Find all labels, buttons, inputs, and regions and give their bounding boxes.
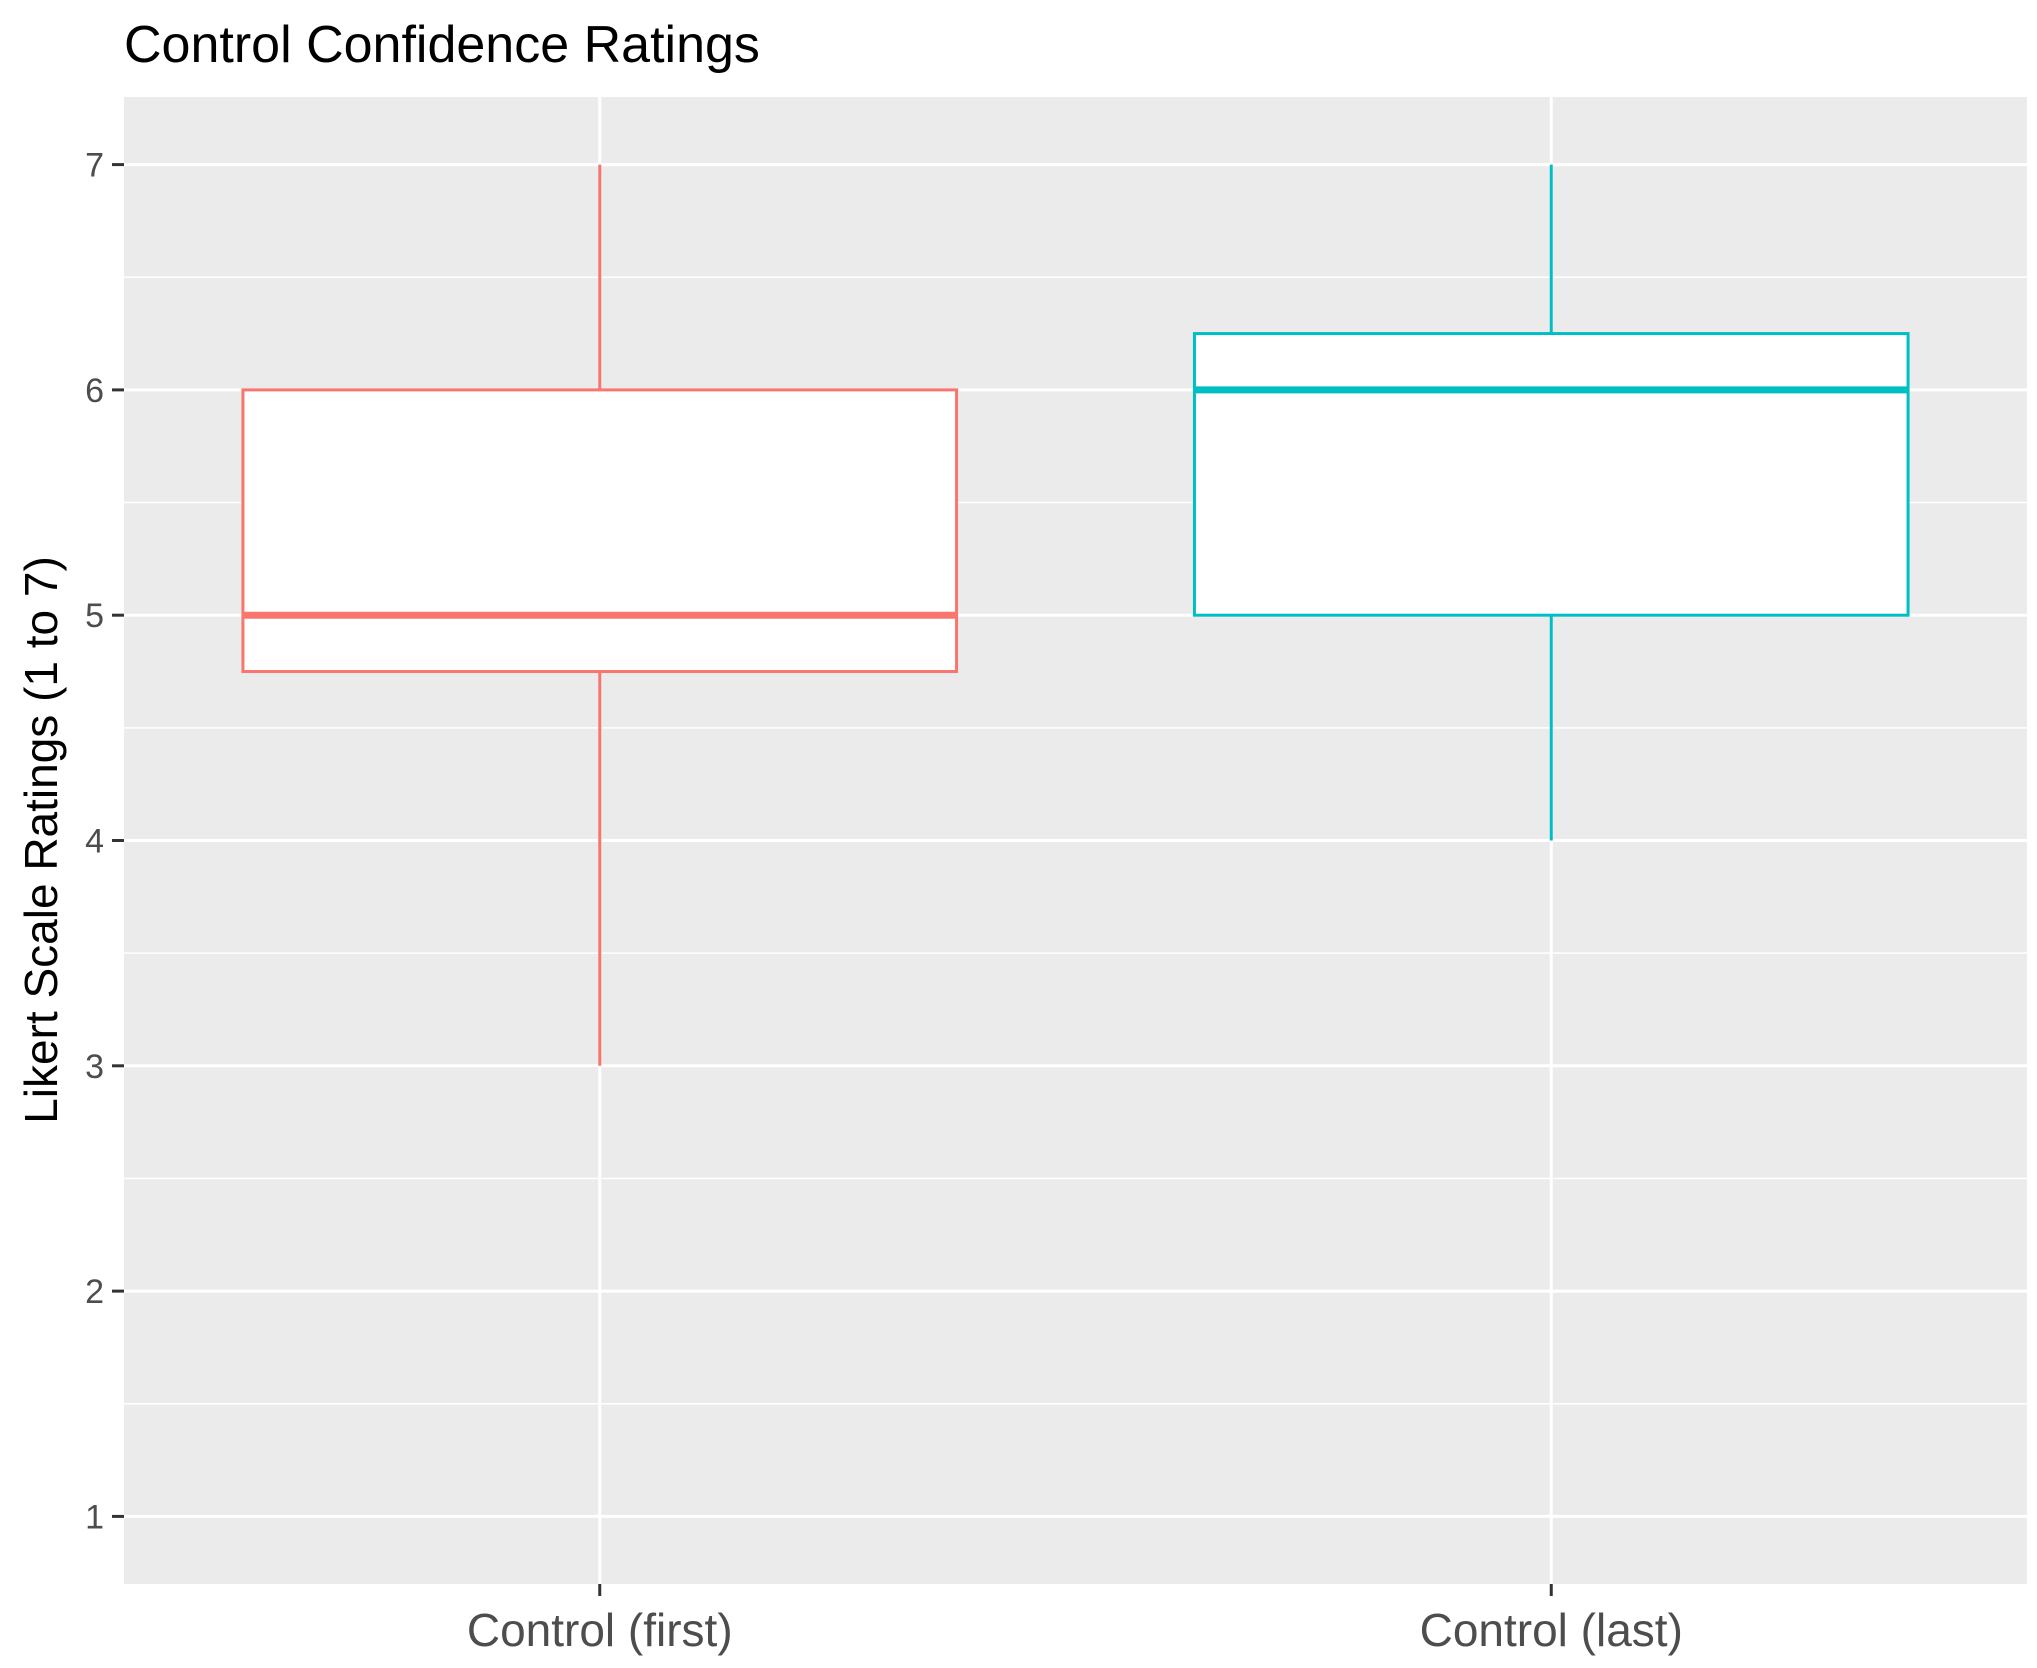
x-tick-label: Control (first) [467,1604,733,1656]
boxes-layer [241,164,1910,1066]
x-tick-label: Control (last) [1420,1604,1683,1656]
y-tick-label: 4 [85,823,104,861]
x-axis-ticks: Control (first) Control (last) [467,1584,1683,1656]
box-1 [1192,164,1910,841]
box-body [1192,332,1910,617]
y-tick-label: 7 [85,147,104,185]
box-0 [241,164,959,1066]
y-tick-label: 6 [85,372,104,410]
y-tick-label: 3 [85,1048,104,1086]
box-body [241,388,959,674]
y-tick-label: 5 [85,597,104,635]
y-tick-label: 1 [85,1498,104,1536]
chart-title: Control Confidence Ratings [124,16,760,74]
y-axis-label: Likert Scale Ratings (1 to 7) [15,556,67,1124]
y-axis-ticks: 1 2 3 4 5 6 7 [85,147,124,1536]
y-tick-label: 2 [85,1273,104,1311]
